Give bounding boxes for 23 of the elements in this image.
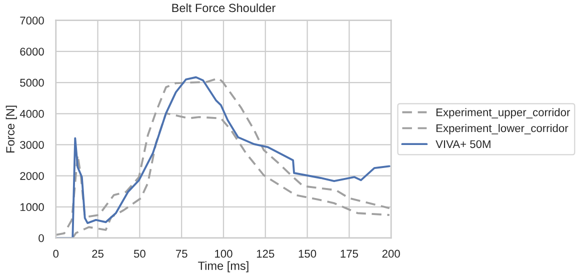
legend-label: VIVA+ 50M [436, 140, 490, 148]
x-tick-label: 75 [176, 250, 188, 258]
x-tick-label: 100 [215, 250, 232, 258]
y-tick-label: 2000 [20, 172, 44, 180]
x-tick-label: 200 [382, 250, 400, 258]
y-axis-title: Force [N] [6, 106, 17, 152]
y-tick-label: 0 [38, 234, 44, 242]
x-axis-title: Time [ms] [198, 261, 248, 272]
x-tick-label: 25 [92, 250, 104, 258]
y-tick-label: 1000 [20, 203, 44, 212]
legend-label: Experiment_lower_corridor [436, 124, 568, 134]
y-tick-label: 6000 [20, 48, 44, 56]
y-tick-label: 4000 [20, 110, 44, 118]
y-tick-label: 3000 [20, 140, 44, 149]
chart-title: Belt Force Shoulder [172, 3, 276, 12]
x-tick-label: 175 [340, 250, 358, 258]
y-tick-label: 5000 [20, 78, 44, 87]
y-tick-label: 7000 [20, 16, 44, 24]
x-tick-label: 0 [53, 250, 59, 258]
legend-label: Experiment_upper_corridor [436, 108, 570, 118]
x-tick-label: 125 [256, 250, 274, 258]
x-tick-label: 50 [134, 250, 146, 258]
x-tick-label: 150 [298, 250, 316, 258]
